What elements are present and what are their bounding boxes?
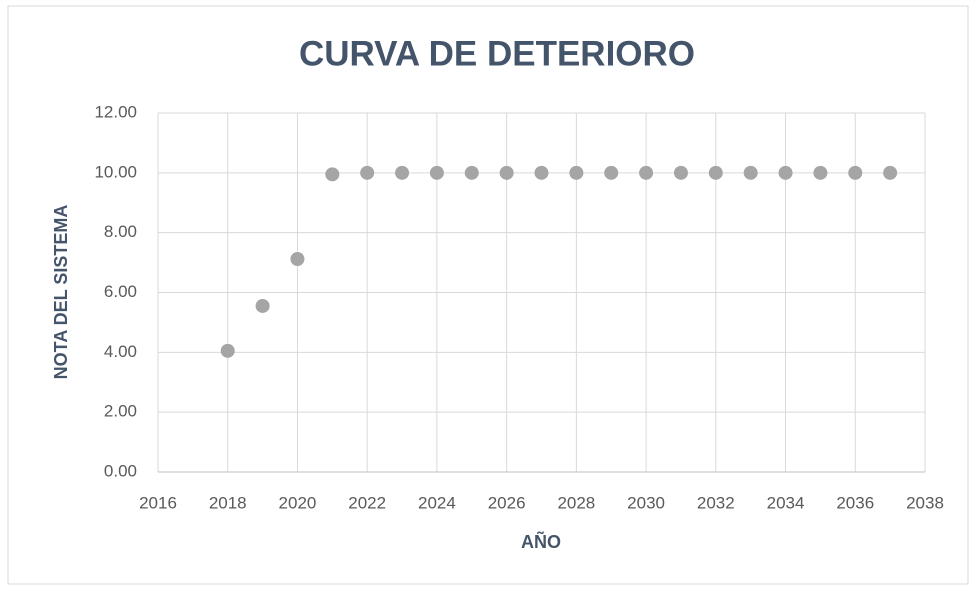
y-tick-label: 6.00 bbox=[104, 282, 137, 301]
x-tick-label: 2020 bbox=[279, 493, 317, 512]
x-tick-label: 2038 bbox=[906, 493, 944, 512]
point bbox=[673, 165, 688, 180]
point bbox=[708, 165, 723, 180]
x-tick-label: 2016 bbox=[139, 493, 177, 512]
point bbox=[639, 165, 654, 180]
y-tick-label: 10.00 bbox=[94, 162, 137, 181]
y-tick-label: 12.00 bbox=[94, 102, 137, 121]
point bbox=[743, 165, 758, 180]
point bbox=[813, 165, 828, 180]
point bbox=[395, 165, 410, 180]
point bbox=[255, 298, 270, 313]
point bbox=[569, 165, 584, 180]
y-axis-title: NOTA DEL SISTEMA bbox=[51, 205, 71, 380]
point bbox=[290, 251, 305, 266]
y-tick-label: 4.00 bbox=[104, 342, 137, 361]
point bbox=[883, 165, 898, 180]
x-tick-label: 2024 bbox=[418, 493, 456, 512]
x-tick-label: 2032 bbox=[697, 493, 735, 512]
point bbox=[464, 165, 479, 180]
x-tick-label: 2036 bbox=[836, 493, 874, 512]
point bbox=[534, 165, 549, 180]
x-tick-label: 2030 bbox=[627, 493, 665, 512]
point bbox=[325, 167, 340, 182]
point bbox=[604, 165, 619, 180]
y-tick-label: 0.00 bbox=[104, 461, 137, 480]
point bbox=[778, 165, 793, 180]
x-tick-label: 2018 bbox=[209, 493, 247, 512]
x-tick-label: 2034 bbox=[767, 493, 805, 512]
chart-border bbox=[7, 5, 969, 585]
point bbox=[848, 165, 863, 180]
point bbox=[499, 165, 514, 180]
y-tick-label: 8.00 bbox=[104, 222, 137, 241]
x-tick-label: 2022 bbox=[348, 493, 386, 512]
chart-title: CURVA DE DETERIORO bbox=[299, 34, 695, 73]
x-axis-title: AÑO bbox=[521, 531, 561, 552]
point bbox=[360, 165, 375, 180]
y-tick-label: 2.00 bbox=[104, 402, 137, 421]
point bbox=[429, 165, 444, 180]
x-tick-label: 2026 bbox=[488, 493, 526, 512]
x-tick-label: 2028 bbox=[557, 493, 595, 512]
point bbox=[220, 343, 235, 358]
